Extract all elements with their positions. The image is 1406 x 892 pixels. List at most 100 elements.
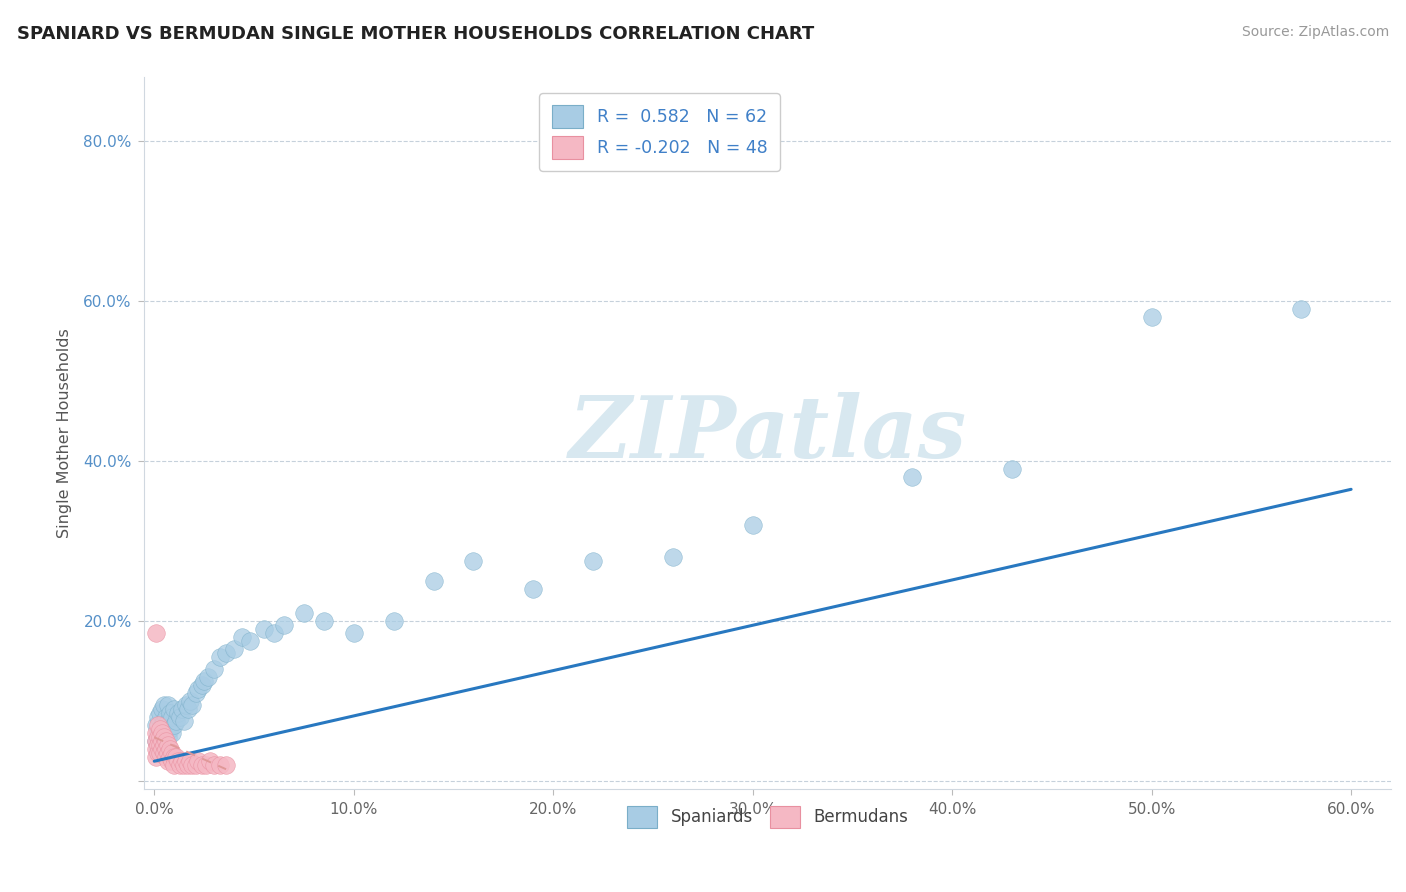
Point <box>155 710 177 724</box>
Point <box>179 754 201 768</box>
Point <box>160 710 183 724</box>
Point <box>173 714 195 729</box>
Point <box>148 738 170 752</box>
Point <box>193 674 215 689</box>
Point <box>187 682 209 697</box>
Point <box>159 742 181 756</box>
Point <box>174 754 197 768</box>
Point <box>209 650 232 665</box>
Point <box>153 714 176 729</box>
Point <box>901 470 924 484</box>
Point <box>522 582 544 597</box>
Point <box>150 726 173 740</box>
Point <box>1289 302 1312 317</box>
Point <box>191 758 214 772</box>
Point <box>582 554 605 568</box>
Point <box>186 758 208 772</box>
Point <box>149 738 172 752</box>
Point <box>159 723 181 737</box>
Point <box>231 630 253 644</box>
Text: ZIPatlas: ZIPatlas <box>568 392 967 475</box>
Point <box>149 738 172 752</box>
Point <box>160 754 183 768</box>
Point <box>197 670 219 684</box>
Point <box>145 750 167 764</box>
Point <box>198 754 221 768</box>
Point <box>145 734 167 748</box>
Point <box>155 742 177 756</box>
Point <box>174 698 197 713</box>
Point <box>153 730 176 744</box>
Point <box>741 518 763 533</box>
Point <box>148 718 170 732</box>
Point <box>149 730 172 744</box>
Y-axis label: Single Mother Households: Single Mother Households <box>58 328 72 538</box>
Point <box>145 718 167 732</box>
Point <box>145 726 167 740</box>
Point <box>173 758 195 772</box>
Point <box>160 746 183 760</box>
Point <box>312 614 335 628</box>
Point <box>215 646 238 660</box>
Point <box>209 758 232 772</box>
Point <box>662 550 685 565</box>
Point <box>202 662 225 676</box>
Point <box>181 758 204 772</box>
Point <box>215 758 238 772</box>
Point <box>163 758 186 772</box>
Point <box>222 642 245 657</box>
Point <box>169 758 191 772</box>
Point <box>153 738 176 752</box>
Point <box>149 723 172 737</box>
Point <box>177 702 200 716</box>
Point <box>148 746 170 760</box>
Point <box>195 758 218 772</box>
Point <box>1140 310 1163 325</box>
Point <box>191 678 214 692</box>
Point <box>155 734 177 748</box>
Point <box>273 618 295 632</box>
Point <box>148 742 170 756</box>
Point <box>150 718 173 732</box>
Point <box>157 754 180 768</box>
Point <box>149 746 172 760</box>
Point <box>165 714 187 729</box>
Point <box>145 734 167 748</box>
Point <box>292 607 315 621</box>
Point <box>165 750 187 764</box>
Point <box>181 698 204 713</box>
Point <box>163 718 186 732</box>
Point <box>159 750 181 764</box>
Point <box>150 742 173 756</box>
Text: Source: ZipAtlas.com: Source: ZipAtlas.com <box>1241 25 1389 39</box>
Point <box>179 694 201 708</box>
Point <box>157 714 180 729</box>
Point <box>150 734 173 748</box>
Point <box>149 706 172 721</box>
Point <box>263 626 285 640</box>
Point <box>422 574 444 589</box>
Point <box>159 706 181 721</box>
Point <box>153 730 176 744</box>
Point <box>148 710 170 724</box>
Point <box>163 750 186 764</box>
Point <box>343 626 366 640</box>
Point <box>148 730 170 744</box>
Point <box>155 726 177 740</box>
Point <box>202 758 225 772</box>
Point <box>1001 462 1024 476</box>
Point <box>239 634 262 648</box>
Point <box>177 758 200 772</box>
Point <box>169 710 191 724</box>
Point <box>150 734 173 748</box>
Legend: Spaniards, Bermudans: Spaniards, Bermudans <box>621 799 914 834</box>
Point <box>157 730 180 744</box>
Point <box>186 686 208 700</box>
Point <box>382 614 405 628</box>
Point <box>157 746 180 760</box>
Point <box>150 702 173 716</box>
Point <box>145 626 167 640</box>
Point <box>157 698 180 713</box>
Point <box>148 726 170 740</box>
Point <box>167 754 190 768</box>
